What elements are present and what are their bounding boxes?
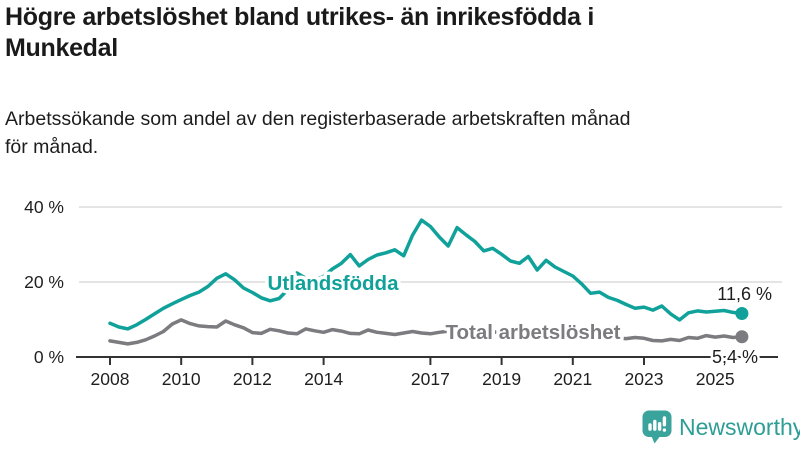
subtitle-line-1: Arbetssökande som andel av den registerb… bbox=[5, 108, 631, 130]
end-label-utlandsfodda: 11,6 % bbox=[717, 284, 772, 304]
x-axis bbox=[76, 356, 778, 365]
title-line-1: Högre arbetslöshet bland utrikes- än inr… bbox=[5, 3, 594, 31]
series-label-total: Total arbetslöshet bbox=[445, 321, 620, 344]
newsworthy-brand: Newsworthy bbox=[642, 409, 800, 445]
x-tick-label-2010: 2010 bbox=[162, 369, 201, 389]
y-tick-label-20: 20 % bbox=[24, 272, 64, 292]
x-tick-label-2023: 2023 bbox=[625, 369, 664, 389]
newsworthy-logo-icon bbox=[642, 410, 672, 444]
series-labels: Utlandsfödda Total arbetslöshet 11,6 % 5,4 … bbox=[264, 269, 774, 370]
x-tick-label-2017: 2017 bbox=[411, 369, 450, 389]
end-label-total: 5,4 % bbox=[712, 347, 758, 367]
series-line-utlandsfodda bbox=[108, 218, 744, 331]
x-tick-label-2014: 2014 bbox=[304, 369, 343, 389]
line-chart: 0 % 20 % 40 % 2008 2010 2012 2014 2017 2019 2021… bbox=[0, 183, 800, 403]
chart-svg: 0 % 20 % 40 % 2008 2010 2012 2014 2017 2019 2021… bbox=[24, 197, 782, 389]
series-lines bbox=[108, 218, 744, 346]
x-tick-label-2019: 2019 bbox=[482, 369, 521, 389]
y-tick-label-0: 0 % bbox=[34, 347, 64, 367]
x-tick-label-2012: 2012 bbox=[233, 369, 272, 389]
x-tick-label-2021: 2021 bbox=[553, 369, 592, 389]
x-tick-label-2008: 2008 bbox=[91, 369, 130, 389]
end-dot-utlandsfodda bbox=[735, 307, 749, 320]
end-dot-total bbox=[735, 330, 749, 344]
title-line-2: Munkedal bbox=[5, 34, 118, 62]
brand-name: Newsworthy bbox=[679, 413, 800, 440]
x-tick-label-2025: 2025 bbox=[696, 369, 735, 389]
y-axis-tick-labels: 0 % 20 % 40 % bbox=[24, 197, 64, 367]
chart-subtitle: Arbetssökande som andel av den registerb… bbox=[5, 106, 791, 161]
y-tick-label-40: 40 % bbox=[24, 197, 64, 217]
subtitle-line-2: för månad. bbox=[5, 135, 99, 158]
gridlines bbox=[79, 206, 782, 283]
series-end-dots bbox=[735, 307, 749, 344]
page-title: Högre arbetslöshet bland utrikes- än inr… bbox=[5, 2, 785, 64]
x-axis-tick-labels: 2008 2010 2012 2014 2017 2019 2021 2023 2025 bbox=[91, 369, 735, 389]
series-line-total bbox=[108, 318, 744, 346]
series-label-utlandsfodda: Utlandsfödda bbox=[268, 272, 400, 295]
